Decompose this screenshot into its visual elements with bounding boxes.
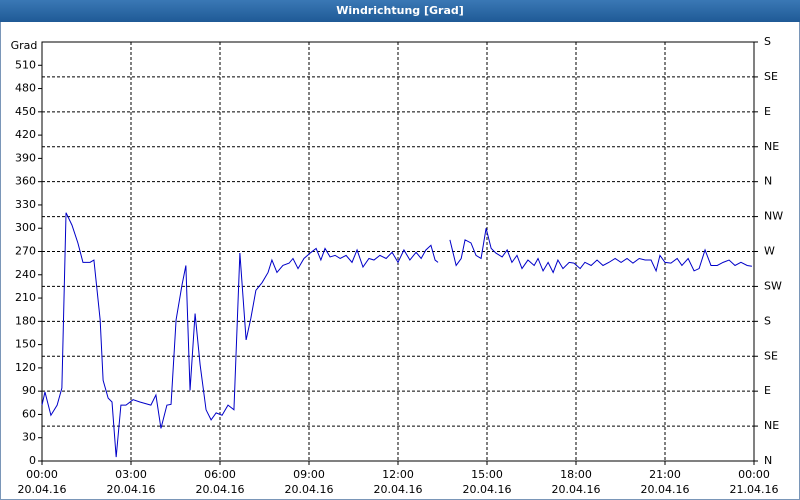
y-tick-label: 120 [15,361,36,374]
y2-tick-label: N [764,454,772,467]
y2-tick-label: NE [764,419,779,432]
x-tick-label: 09:00 20.04.16 [285,468,334,496]
y2-tick-label: SW [764,279,782,292]
y-axis-label: Grad [11,39,38,52]
y-tick-label: 450 [15,105,36,118]
x-tick-label: 03:00 20.04.16 [107,468,156,496]
y-tick-label: 150 [15,338,36,351]
y-tick-label: 240 [15,268,36,281]
data-line [41,212,439,458]
y-tick-label: 30 [22,431,36,444]
y-tick-label: 270 [15,245,36,258]
title-bar [0,0,800,22]
x-tick-label: 06:00 20.04.16 [196,468,245,496]
chart-title: Windrichtung [Grad] [336,4,464,17]
y2-tick-label: NW [764,210,783,223]
x-tick-label: 15:00 20.04.16 [463,468,512,496]
y-tick-label: 390 [15,151,36,164]
y-tick-label: 90 [22,384,36,397]
x-tick-label: 18:00 20.04.16 [552,468,601,496]
y-tick-label: 60 [22,407,36,420]
data-line [449,228,753,274]
y2-tick-label: SE [764,70,778,83]
y-tick-label: 480 [15,82,36,95]
y2-tick-label: E [764,384,771,397]
y2-tick-label: S [764,35,771,48]
y2-tick-label: NE [764,140,779,153]
y-tick-label: 0 [29,454,36,467]
plot-border [41,41,755,462]
y2-tick-label: S [764,314,771,327]
x-tick-label: 00:00 20.04.16 [18,468,67,496]
x-tick-label: 00:00 21.04.16 [730,468,779,496]
y-tick-label: 330 [15,198,36,211]
y-tick-label: 180 [15,314,36,327]
y2-tick-label: N [764,175,772,188]
y-tick-label: 510 [15,58,36,71]
y-tick-label: 420 [15,128,36,141]
y2-tick-label: W [764,245,775,258]
x-tick-label: 12:00 20.04.16 [374,468,423,496]
x-tick-label: 21:00 20.04.16 [641,468,690,496]
y-tick-label: 360 [15,175,36,188]
y2-tick-label: E [764,105,771,118]
y2-tick-label: SE [764,349,778,362]
y-tick-label: 300 [15,221,36,234]
y-tick-label: 210 [15,291,36,304]
